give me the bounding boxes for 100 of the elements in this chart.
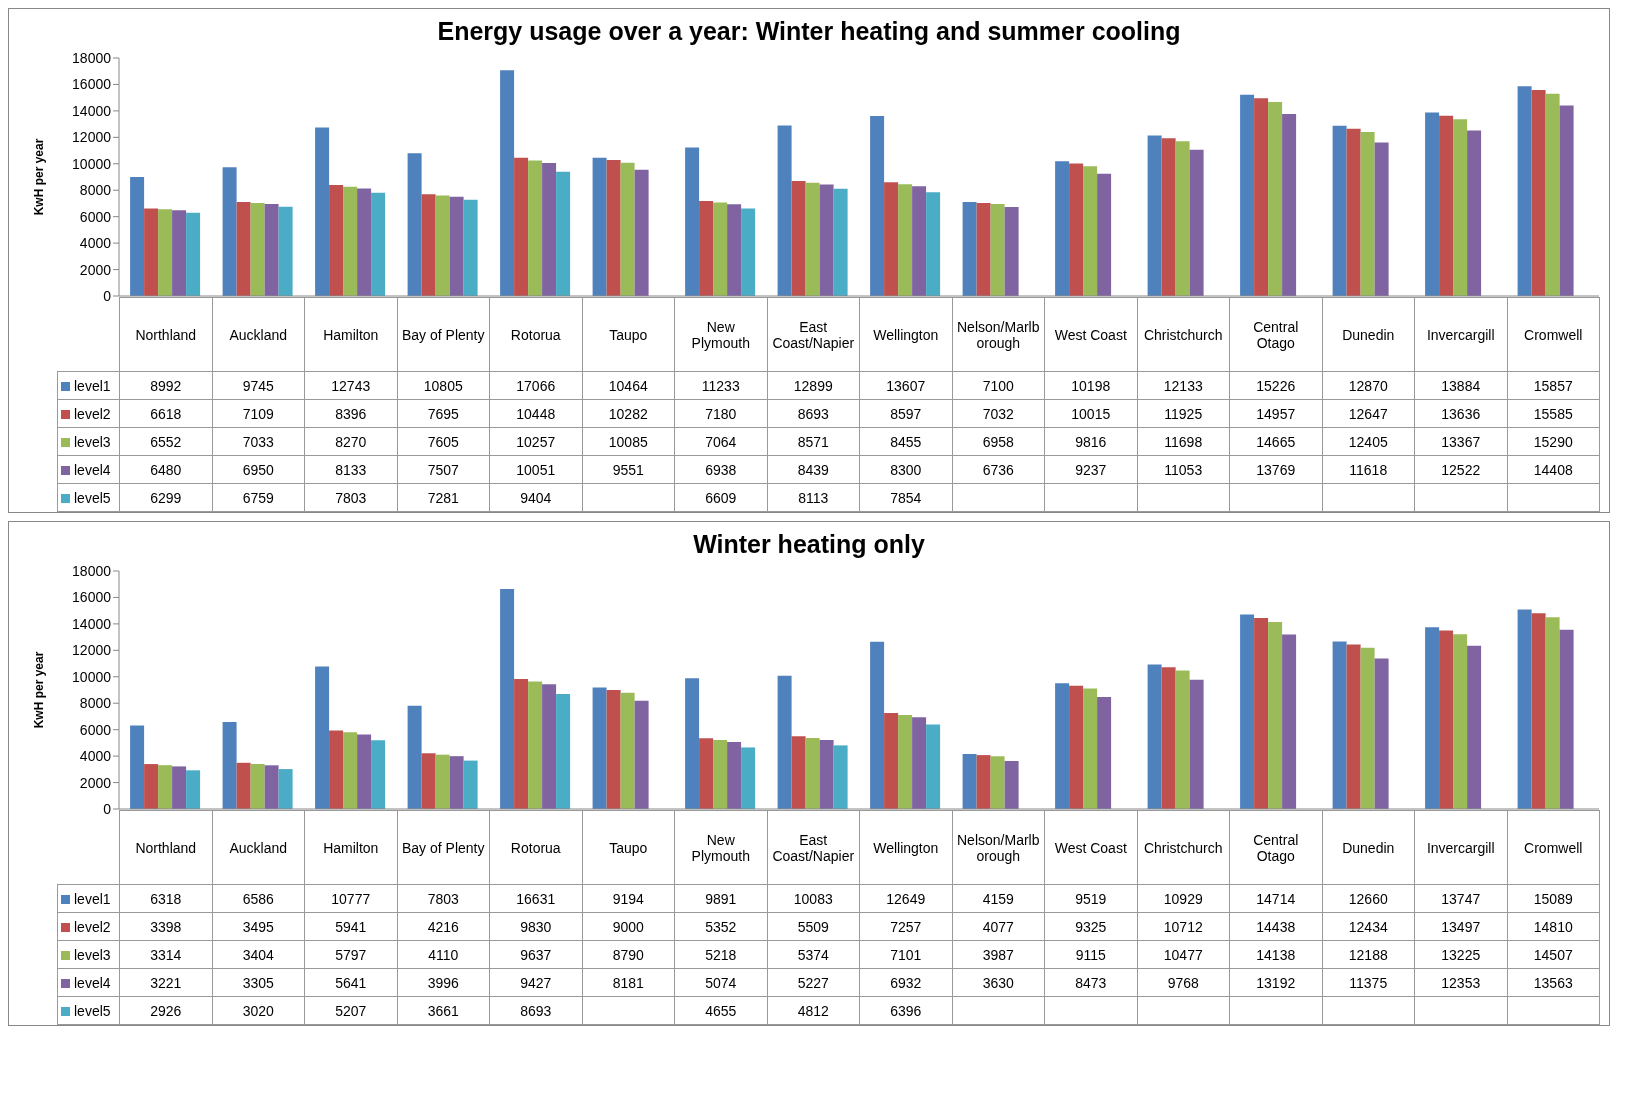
data-label: 9816 [1044, 427, 1137, 456]
data-label: 13192 [1229, 968, 1322, 997]
bar [606, 160, 621, 296]
bar [1467, 645, 1482, 809]
bar [315, 127, 330, 296]
data-label: 12899 [767, 371, 860, 400]
data-label: 9404 [489, 483, 582, 512]
data-label: 3221 [119, 968, 212, 997]
bar [528, 160, 543, 296]
data-label: 7695 [397, 399, 490, 428]
legend-label: level1 [57, 884, 120, 913]
data-label: 15089 [1507, 884, 1600, 913]
data-label: 9551 [582, 455, 675, 484]
data-label: 10282 [582, 399, 675, 428]
bar [371, 192, 386, 296]
bar [435, 195, 450, 296]
data-label: 8133 [304, 455, 397, 484]
data-label: 5218 [674, 940, 767, 969]
bar [1360, 131, 1375, 296]
bar [1240, 614, 1255, 809]
y-tick-label: 0 [103, 800, 112, 817]
bar [777, 675, 792, 809]
data-label: 6609 [674, 483, 767, 512]
y-tick-label: 16000 [72, 76, 112, 93]
data-label: 8571 [767, 427, 860, 456]
bar [1069, 163, 1084, 296]
bar [1175, 141, 1190, 296]
bar [329, 730, 344, 809]
bar [592, 687, 607, 809]
data-label: 14665 [1229, 427, 1322, 456]
bar [144, 764, 159, 809]
data-label: 5227 [767, 968, 860, 997]
data-label: 7803 [304, 483, 397, 512]
data-label: 7605 [397, 427, 490, 456]
bar [1175, 670, 1190, 809]
data-label: 4655 [674, 996, 767, 1025]
data-label: 5641 [304, 968, 397, 997]
data-label: 15226 [1229, 371, 1322, 400]
data-label: 14507 [1507, 940, 1600, 969]
bar [1254, 618, 1269, 809]
data-label: 7803 [397, 884, 490, 913]
bar [1517, 609, 1532, 809]
bar [1425, 627, 1440, 809]
bar [278, 206, 293, 296]
data-label: 9891 [674, 884, 767, 913]
bar [713, 740, 728, 809]
x-tick-label: East Coast/Napier [767, 297, 860, 372]
data-label: 12353 [1414, 968, 1507, 997]
x-tick-label: Taupo [582, 297, 675, 372]
data-label: 6480 [119, 455, 212, 484]
data-label: 9427 [489, 968, 582, 997]
x-tick-label: Northland [119, 297, 212, 372]
bar [620, 692, 635, 809]
data-label: 9637 [489, 940, 582, 969]
data-label: 2926 [119, 996, 212, 1025]
data-label: 12188 [1322, 940, 1415, 969]
data-label: 3630 [952, 968, 1045, 997]
data-label: 9000 [582, 912, 675, 941]
data-label: 12649 [859, 884, 952, 913]
data-label: 5374 [767, 940, 860, 969]
bar [264, 765, 279, 809]
data-label: 7281 [397, 483, 490, 512]
bar [222, 721, 237, 809]
data-label: 5074 [674, 968, 767, 997]
bar [556, 171, 571, 296]
bar [1268, 102, 1283, 296]
data-label: 10083 [767, 884, 860, 913]
data-label: 3661 [397, 996, 490, 1025]
data-label: 15585 [1507, 399, 1600, 428]
bar [343, 186, 358, 296]
legend-label: level5 [57, 483, 120, 512]
bar [1147, 135, 1162, 296]
data-label: 10805 [397, 371, 490, 400]
data-label: 12647 [1322, 399, 1415, 428]
data-label: 11925 [1137, 399, 1230, 428]
data-label: 3314 [119, 940, 212, 969]
bar [343, 732, 358, 809]
bar [1517, 86, 1532, 296]
bar [158, 209, 173, 296]
bar [685, 678, 700, 809]
bar [634, 700, 649, 809]
data-label: 14714 [1229, 884, 1322, 913]
x-tick-label: Auckland [212, 810, 305, 885]
bar [912, 186, 927, 296]
x-tick-label: Wellington [859, 810, 952, 885]
bar [833, 745, 848, 809]
data-label: 9768 [1137, 968, 1230, 997]
bar [713, 202, 728, 296]
legend-label: level3 [57, 940, 120, 969]
data-label: 9325 [1044, 912, 1137, 941]
data-label: 11698 [1137, 427, 1230, 456]
data-label: 6299 [119, 483, 212, 512]
bar [1069, 685, 1084, 809]
data-label: 10477 [1137, 940, 1230, 969]
bar [884, 182, 899, 296]
bar [1240, 94, 1255, 296]
data-label: 14408 [1507, 455, 1600, 484]
data-label: 10085 [582, 427, 675, 456]
bar [514, 157, 529, 296]
data-label: 12743 [304, 371, 397, 400]
